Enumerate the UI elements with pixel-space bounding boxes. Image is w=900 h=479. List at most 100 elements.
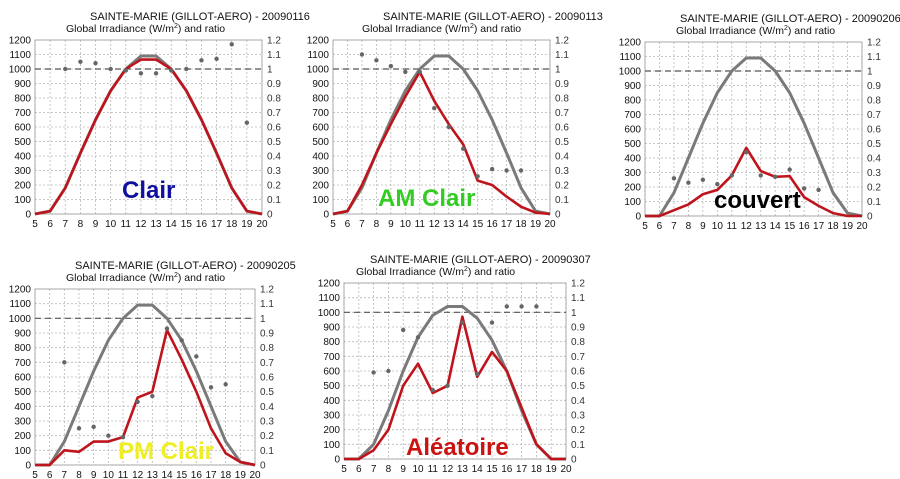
y-right-tick-label: 0.8 <box>260 343 274 354</box>
y-left-tick-label: 100 <box>323 440 340 451</box>
y-left-tick-label: 700 <box>14 358 31 369</box>
x-tick-label: 12 <box>135 219 147 230</box>
y-right-tick-label: 0.4 <box>260 402 274 413</box>
x-tick-label: 20 <box>856 221 868 232</box>
y-left-tick-label: 500 <box>323 381 340 392</box>
ratio-point <box>686 180 691 185</box>
measured-series-line <box>344 315 566 461</box>
ratio-point <box>388 63 394 69</box>
y-right-tick-label: 1 <box>267 65 273 76</box>
irradiance-chart-1: SAINTE-MARIE (GILLOT-AERO) - 20090116Glo… <box>9 11 310 230</box>
x-tick-label: 18 <box>828 221 840 232</box>
sky-class-label: Clair <box>122 177 175 204</box>
x-tick-label: 10 <box>105 219 117 230</box>
ratio-point <box>359 52 365 57</box>
chart-subtitle-sup: 2 <box>174 23 178 30</box>
sky-class-label: couvert <box>714 187 801 214</box>
y-right-tick-label: 1.1 <box>260 299 274 310</box>
y-right-tick-label: 0.9 <box>260 329 274 340</box>
irradiance-chart-3: SAINTE-MARIE (GILLOT-AERO) - 20090206Glo… <box>619 13 900 232</box>
ratio-point <box>744 150 749 155</box>
chart-subtitle-end: ) and ratio <box>788 25 835 37</box>
ratio-point <box>518 168 524 173</box>
x-tick-label: 16 <box>501 464 513 475</box>
y-left-tick-label: 200 <box>14 431 31 442</box>
ratio-point <box>534 304 539 309</box>
ratio-point <box>415 335 421 340</box>
chart-title: SAINTE-MARIE (GILLOT-AERO) - 20090307 <box>370 254 591 266</box>
x-tick-label: 11 <box>727 221 738 232</box>
y-left-tick-label: 0 <box>635 212 641 223</box>
chart-subtitle-main: Global Irradiance (W/m <box>362 23 470 35</box>
chart-subtitle-sup: 2 <box>174 272 178 279</box>
y-left-tick-label: 0 <box>25 210 31 221</box>
x-tick-label: 7 <box>371 464 377 475</box>
x-tick-label: 18 <box>531 464 543 475</box>
x-tick-label: 13 <box>755 221 767 232</box>
y-right-tick-label: 0.6 <box>867 125 881 136</box>
y-right-tick-label: 0.6 <box>555 123 569 134</box>
y-right-tick-label: 0.5 <box>571 381 585 392</box>
y-right-tick-label: 0.3 <box>555 166 569 177</box>
y-left-tick-label: 1100 <box>9 299 31 310</box>
x-tick-label: 15 <box>472 219 484 230</box>
x-tick-label: 15 <box>486 464 498 475</box>
chart-subtitle-sup: 2 <box>464 266 468 273</box>
x-tick-label: 19 <box>241 219 253 230</box>
y-right-tick-label: 0.8 <box>867 96 881 107</box>
y-right-tick-label: 0.4 <box>867 154 881 165</box>
y-left-tick-label: 200 <box>323 425 340 436</box>
y-right-tick-label: 1.2 <box>867 38 881 49</box>
chart-subtitle: Global Irradiance (W/m2) and ratio <box>66 23 225 35</box>
x-tick-label: 6 <box>657 221 663 232</box>
y-left-tick-label: 600 <box>14 123 31 134</box>
ratio-point <box>816 187 821 193</box>
y-left-tick-label: 500 <box>14 387 31 398</box>
y-right-tick-label: 0.7 <box>571 352 585 363</box>
y-left-tick-label: 700 <box>312 108 329 119</box>
y-left-tick-label: 0 <box>334 455 340 466</box>
x-tick-label: 5 <box>330 219 336 230</box>
x-tick-label: 19 <box>842 221 854 232</box>
ratio-point <box>244 120 250 125</box>
ratio-point <box>715 181 720 187</box>
ratio-point <box>519 304 524 309</box>
ratio-point <box>417 69 422 75</box>
y-right-tick-label: 1 <box>867 67 873 78</box>
x-tick-label: 12 <box>442 464 454 475</box>
ratio-point <box>475 174 480 179</box>
y-left-tick-label: 900 <box>323 323 340 334</box>
y-left-tick-label: 0 <box>323 210 329 221</box>
x-tick-label: 8 <box>386 464 392 475</box>
sky-class-label: PM Clair <box>118 438 214 465</box>
y-left-tick-label: 1200 <box>619 38 642 49</box>
y-left-tick-label: 200 <box>312 181 329 192</box>
plot-frame <box>34 288 256 466</box>
x-tick-label: 16 <box>487 219 499 230</box>
chart-panel-1: SAINTE-MARIE (GILLOT-AERO) - 20090116 Glo… <box>0 0 310 232</box>
x-tick-label: 13 <box>147 470 159 479</box>
x-tick-label: 11 <box>428 464 439 475</box>
x-tick-label: 5 <box>642 221 648 232</box>
x-tick-label: 20 <box>544 219 556 230</box>
y-right-tick-label: 0.4 <box>267 152 281 163</box>
y-left-tick-label: 1000 <box>9 65 32 76</box>
chart-subtitle-end: ) and ratio <box>178 272 225 284</box>
x-tick-label: 6 <box>345 219 351 230</box>
ratio-point <box>199 58 204 63</box>
ratio-point <box>229 42 234 47</box>
y-left-tick-label: 100 <box>14 195 31 206</box>
y-right-tick-label: 0.7 <box>260 358 274 369</box>
x-tick-label: 14 <box>770 221 782 232</box>
x-tick-label: 17 <box>501 219 513 230</box>
y-left-tick-label: 100 <box>624 197 641 208</box>
y-right-tick-label: 1.1 <box>267 50 281 61</box>
x-tick-label: 9 <box>388 219 394 230</box>
y-right-tick-label: 0.1 <box>260 446 274 457</box>
x-tick-label: 5 <box>32 219 38 230</box>
y-left-tick-label: 900 <box>312 79 329 90</box>
x-tick-label: 9 <box>700 221 706 232</box>
ratio-point <box>63 66 68 72</box>
ratio-point <box>371 370 376 375</box>
y-right-tick-label: 0 <box>260 461 266 472</box>
